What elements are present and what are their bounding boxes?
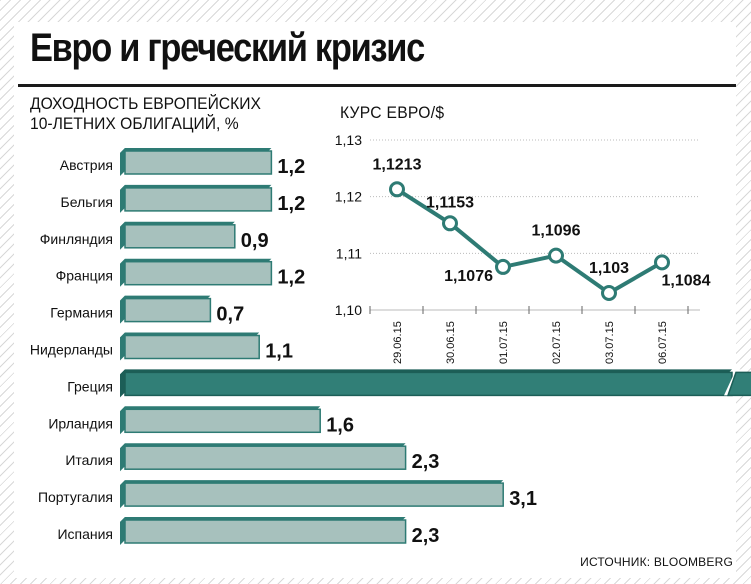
line-chart-title: КУРС ЕВРО/$ [340,103,445,122]
bar-side-face [120,369,125,398]
data-point [389,181,405,198]
bar-side-face [120,517,125,545]
bar [124,224,236,249]
bar-side-face [120,184,125,213]
data-point [442,215,458,232]
bar-value-label: 1,1 [265,341,293,363]
page-title: Евро и греческий кризис [30,26,425,70]
bar-value-label: 1,2 [277,193,305,215]
data-point [495,258,511,275]
x-tick-label: 30.06.15 [445,321,457,364]
bar-category-label: Франция [56,268,113,284]
bar [124,371,733,397]
bar-side-face [120,295,125,324]
bar-category-label: Нидерланды [30,342,113,358]
y-tick-label: 1,11 [336,245,362,261]
bar-side-face [120,406,125,435]
bar-value-label: 1,2 [277,267,305,289]
bar-category-label: Испания [57,526,113,542]
bar-category-label: Италия [65,452,113,468]
data-label: 1,1096 [532,223,581,240]
bar-side-face [120,258,125,287]
bar-side-face [120,480,125,509]
x-tick-label: 06.07.15 [657,321,669,364]
bar-category-label: Бельгия [61,194,113,210]
bar-value-label: 2,3 [412,451,440,473]
bar-chart-title-line1: ДОХОДНОСТЬ ЕВРОПЕЙСКИХ [30,94,261,113]
bar-value-label: 1,2 [277,156,305,178]
y-tick-label: 1,10 [335,302,362,318]
x-tick-label: 03.07.15 [604,321,616,364]
bar-side-face [120,221,125,250]
y-tick-label: 1,13 [335,132,362,148]
bar [124,150,273,175]
bar-value-label: 2,3 [412,525,440,547]
bar-chart-title-line2: 10-ЛЕТНИХ ОБЛИГАЦИЙ, % [30,114,239,133]
bar-value-label: 1,6 [326,414,354,436]
bar [124,408,321,434]
x-tick-label: 02.07.15 [551,321,563,364]
bar [124,482,504,507]
bar [124,519,407,544]
bar-chart-title: ДОХОДНОСТЬ ЕВРОПЕЙСКИХ 10-ЛЕТНИХ ОБЛИГАЦ… [30,94,261,134]
data-point [654,254,670,271]
series-line [395,187,664,296]
bar [124,187,273,212]
bar [124,334,260,360]
title-rule [18,84,736,87]
bar [124,297,212,323]
bar-category-label: Австрия [60,157,113,173]
data-point [601,285,617,301]
y-tick-label: 1,12 [335,189,362,205]
bar [124,260,273,286]
bar-side-face [120,148,125,176]
bar [124,445,407,470]
bar-value-label: 0,7 [216,304,244,326]
bar-category-label: Германия [50,305,113,321]
data-label: 1,103 [589,260,629,277]
data-label: 1,1153 [426,194,474,211]
bar-category-label: Ирландия [48,415,113,431]
x-tick-label: 01.07.15 [498,321,510,364]
bar-value-label: 3,1 [509,488,537,510]
source-note: ИСТОЧНИК: BLOOMBERG [580,555,733,569]
data-label: 1,1213 [373,156,422,173]
bar-side-face [120,332,125,361]
bar-side-face [120,443,125,472]
data-label: 1,1076 [444,268,493,285]
data-point [548,247,564,264]
bar-category-label: Португалия [38,489,113,505]
bar-value-label: 0,9 [241,230,269,252]
x-tick-label: 29.06.15 [392,321,404,364]
bar-continued [726,371,751,397]
data-label: 1,1084 [662,272,711,289]
bar-category-label: Греция [67,378,113,394]
bar-category-label: Финляндия [40,231,113,247]
